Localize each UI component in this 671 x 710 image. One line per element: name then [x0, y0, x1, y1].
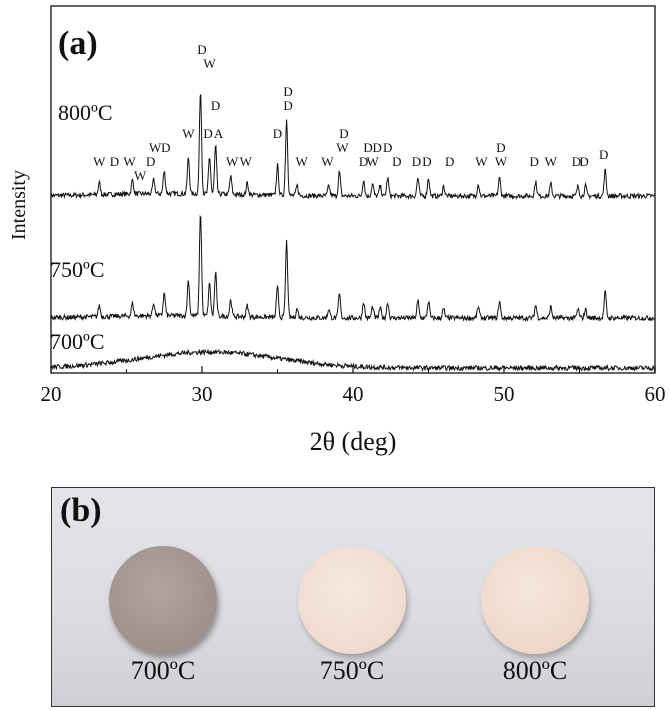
phase-annotation: D: [283, 98, 292, 113]
x-tick-label: 50: [494, 382, 515, 406]
phase-annotation: A: [214, 126, 224, 141]
panel-label-a: (a): [58, 25, 98, 62]
phase-annotation: W: [123, 154, 136, 169]
series-label: 800ºC: [58, 100, 113, 125]
xrd-trace-0: [50, 94, 656, 201]
phase-annotation: D: [445, 154, 454, 169]
phase-annotation: W: [134, 168, 147, 183]
phase-annotation: D: [422, 154, 431, 169]
series-labels: 800ºC 750ºC 700ºC: [50, 100, 113, 354]
phase-annotation: D: [110, 154, 119, 169]
phase-annotation: W: [321, 154, 334, 169]
disc-label-800: 800ºC: [502, 656, 568, 685]
phase-annotation: D: [339, 126, 348, 141]
phase-annotation: D: [161, 140, 170, 155]
phase-annotation: W: [336, 140, 349, 155]
phase-annotation: W: [296, 154, 309, 169]
phase-annotation: D: [496, 140, 505, 155]
sample-photo: (b) 700ºC 750ºC 800ºC: [51, 487, 655, 707]
phase-annotation: W: [475, 154, 488, 169]
phase-annotation: D: [372, 140, 381, 155]
xrd-traces: [50, 94, 656, 372]
phase-annotation: W: [545, 154, 558, 169]
x-tick-label: 20: [41, 382, 62, 406]
phase-annotation: D: [146, 154, 155, 169]
phase-annotation: W: [203, 56, 216, 71]
x-axis-label: 2θ (deg): [310, 427, 397, 456]
series-label: 700ºC: [50, 329, 105, 354]
y-axis-label: Intensity: [8, 170, 30, 240]
phase-annotation: W: [495, 154, 508, 169]
x-tick-label: 60: [645, 382, 666, 406]
x-tick-label: 40: [343, 382, 364, 406]
phase-annotation: W: [149, 140, 162, 155]
sample-disc-800: [481, 546, 589, 654]
phase-annotation: D: [273, 126, 282, 141]
phase-annotation: D: [197, 42, 206, 57]
series-label: 750ºC: [50, 257, 105, 282]
phase-annotation: W: [226, 154, 239, 169]
phase-annotation: W: [182, 126, 195, 141]
phase-annotation: D: [363, 140, 372, 155]
phase-annotation: D: [359, 154, 368, 169]
disc-label-750: 750ºC: [319, 656, 385, 685]
phase-annotation: W: [240, 154, 253, 169]
phase-annotation: D: [599, 147, 608, 162]
sample-disc-700: [109, 546, 217, 654]
phase-annotation: D: [211, 98, 220, 113]
phase-annotation: D: [579, 154, 588, 169]
x-tick-label: 30: [192, 382, 213, 406]
phase-annotation: W: [366, 154, 379, 169]
phase-annotation: D: [572, 154, 581, 169]
phase-annotation: D: [530, 154, 539, 169]
phase-annotation: D: [412, 154, 421, 169]
xrd-trace-2: [50, 348, 656, 372]
phase-annotation: D: [283, 84, 292, 99]
disc-label-700: 700ºC: [130, 656, 196, 685]
phase-annotation: D: [203, 126, 212, 141]
panel-label-b: (b): [60, 492, 102, 529]
phase-annotation: D: [383, 140, 392, 155]
xrd-chart: (a) Intensity 2θ (deg) 20 30 40 50 60 800ºC 7…: [8, 5, 666, 456]
phase-annotation: D: [392, 154, 401, 169]
sample-disc-750: [298, 546, 406, 654]
phase-annotation: W: [93, 154, 106, 169]
x-axis-ticks: 20 30 40 50 60: [41, 366, 666, 406]
xrd-trace-1: [50, 214, 656, 323]
